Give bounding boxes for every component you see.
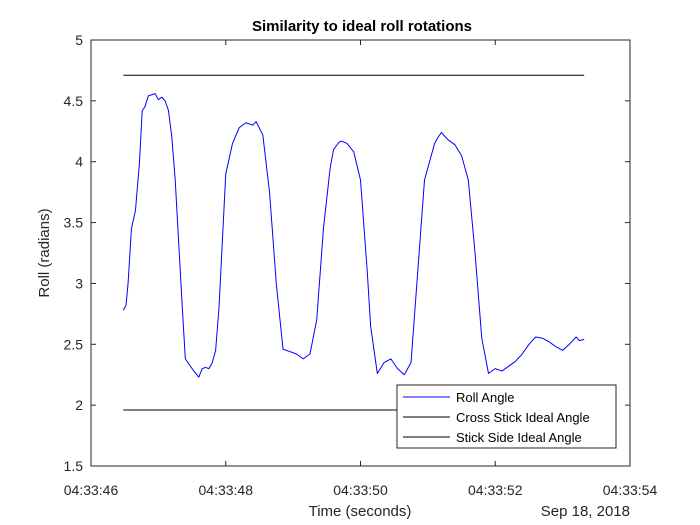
y-tick-label: 4 <box>75 154 83 170</box>
y-tick-label: 3 <box>75 275 83 291</box>
y-tick-label: 5 <box>75 32 83 48</box>
legend-label-roll-angle: Roll Angle <box>456 390 515 405</box>
x-tick-label: 04:33:54 <box>603 482 658 498</box>
x-axis-ticks: 04:33:46 04:33:48 04:33:50 04:33:52 04:33:54 <box>64 40 658 498</box>
x-tick-label: 04:33:48 <box>199 482 254 498</box>
y-tick-label: 4.5 <box>64 93 84 109</box>
y-tick-label: 3.5 <box>64 215 84 231</box>
y-tick-label: 2 <box>75 397 83 413</box>
x-tick-label: 04:33:52 <box>468 482 523 498</box>
y-tick-label: 2.5 <box>64 336 84 352</box>
chart-title: Similarity to ideal roll rotations <box>252 18 472 35</box>
x-tick-label: 04:33:50 <box>333 482 388 498</box>
legend: Roll Angle Cross Stick Ideal Angle Stick S… <box>396 384 617 449</box>
legend-label-cross-stick-ideal-angle: Cross Stick Ideal Angle <box>456 410 590 425</box>
y-tick-label: 1.5 <box>64 458 84 474</box>
y-axis-label: Roll (radians) <box>36 208 53 297</box>
date-label: Sep 18, 2018 <box>541 503 630 520</box>
x-axis-label: Time (seconds) <box>309 503 412 520</box>
x-tick-label: 04:33:46 <box>64 482 119 498</box>
legend-label-stick-side-ideal-angle: Stick Side Ideal Angle <box>456 430 582 445</box>
legend-items: Roll Angle Cross Stick Ideal Angle Stick S… <box>403 390 590 445</box>
y-axis-ticks: 1.5 2 2.5 3 3.5 4 4.5 5 <box>64 32 630 474</box>
series-line-roll-angle <box>122 93 585 378</box>
